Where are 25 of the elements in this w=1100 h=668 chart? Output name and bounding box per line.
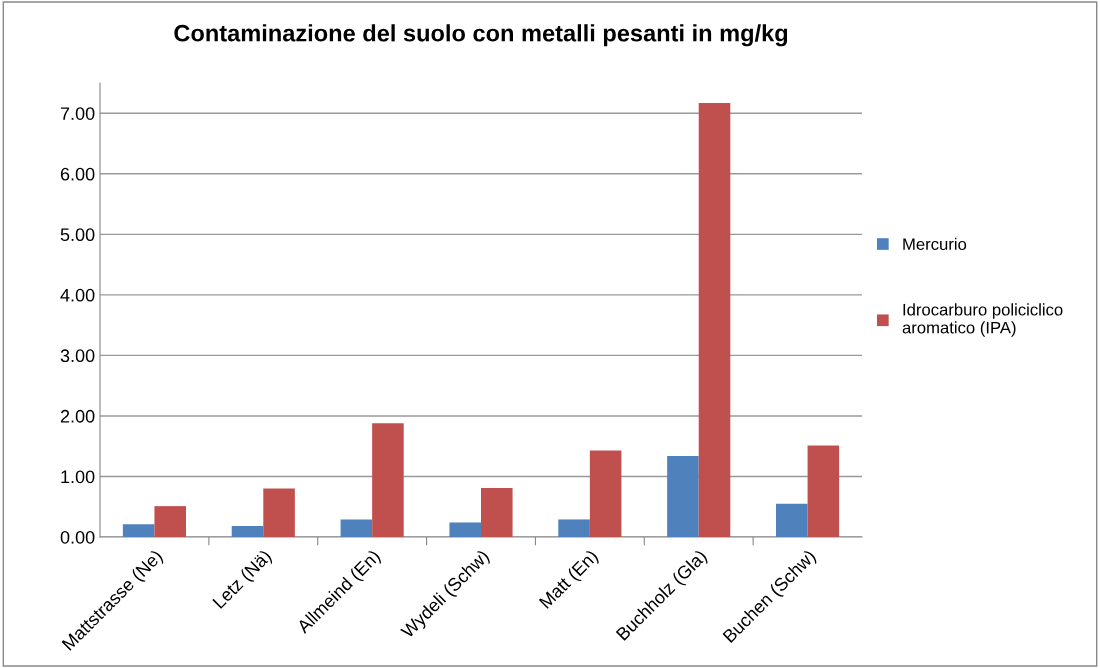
legend-label: Mercurio (903, 237, 967, 251)
y-tick-label: 1.00 (61, 470, 95, 484)
y-tick-label: 3.00 (60, 349, 95, 363)
bar (667, 455, 699, 537)
chart-title: Contaminazione del suolo con metalli pesanti in mg/kg (174, 24, 788, 47)
bar (372, 423, 404, 537)
legend-label: Idrocarburo policiclico aromatico (IPA) (902, 303, 1063, 337)
bar (698, 102, 731, 537)
bar (231, 526, 264, 537)
bar (589, 450, 622, 537)
y-tick-label: 0.00 (60, 530, 95, 544)
y-tick-label: 4.00 (60, 288, 95, 302)
bar (449, 522, 481, 537)
y-tick-label: 6.00 (60, 167, 95, 181)
bar (776, 503, 808, 537)
bar (807, 445, 840, 537)
bar (481, 487, 513, 537)
bar (154, 506, 186, 537)
bar (340, 519, 373, 537)
bar (263, 488, 295, 537)
y-tick-label: 5.00 (60, 228, 95, 242)
bar (122, 524, 155, 537)
bar (558, 519, 590, 537)
y-tick-label: 7.00 (60, 107, 95, 120)
y-tick-label: 2.00 (60, 409, 95, 423)
